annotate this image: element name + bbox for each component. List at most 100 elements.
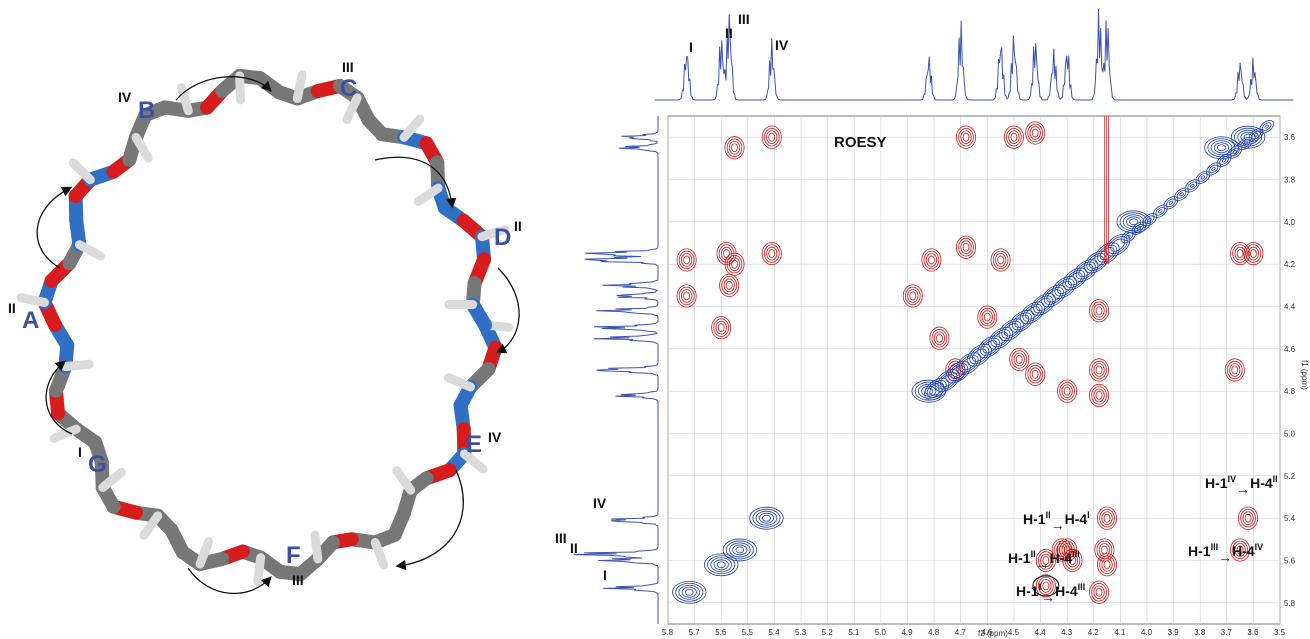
annotation-4: H-1IV→H-4II	[1205, 474, 1278, 497]
diagonal-contour	[1155, 206, 1166, 216]
negative-peak-contour	[722, 538, 758, 562]
diagonal-contour	[1097, 244, 1118, 263]
left-1d-spectrum	[573, 116, 659, 624]
diagonal-contour	[1075, 261, 1096, 280]
diagonal-contour	[977, 335, 1003, 358]
diagonal-contour	[1003, 323, 1019, 337]
spectrum-title: ROESY	[834, 134, 887, 151]
top-peak-label-iii: III	[738, 11, 750, 27]
positive-peak-contour	[1234, 543, 1246, 557]
diagonal-contour	[1107, 236, 1128, 255]
positive-peak-contour	[1093, 585, 1105, 600]
hydrogen-bond	[131, 132, 153, 163]
hydrogen-bond	[253, 553, 266, 587]
hydrogen-bond	[477, 225, 510, 242]
positive-peak-contour	[683, 291, 691, 301]
f2-tick: 4.4	[1035, 628, 1047, 637]
positive-peak-contour	[718, 244, 735, 263]
f2-tick: 4.1	[1114, 628, 1126, 637]
negative-peak-contour	[681, 586, 697, 598]
positive-peak-contour	[907, 289, 919, 303]
diagonal-contour	[1009, 310, 1035, 333]
roe-arrow	[36, 186, 73, 269]
f2-tick: 5.6	[715, 628, 727, 637]
diagonal-contour	[1179, 192, 1184, 197]
negative-peak-contour	[675, 582, 704, 602]
positive-peak-contour	[1040, 553, 1052, 568]
diagonal-contour	[1001, 320, 1022, 339]
f2-tick: 3.7	[1221, 628, 1233, 637]
positive-peak-contour	[1042, 581, 1050, 591]
ring-roman-e: IV	[488, 429, 502, 445]
positive-peak-contour	[728, 140, 741, 155]
positive-peak-contour	[1061, 384, 1073, 398]
positive-peak-contour	[933, 331, 946, 346]
f2-tick: 4.7	[955, 628, 967, 637]
positive-peak-contour	[958, 127, 974, 147]
diagonal-contour	[1011, 312, 1032, 331]
f1-tick: 4.8	[1284, 387, 1296, 396]
positive-peak-contour	[904, 286, 921, 306]
positive-peak-contour	[947, 360, 964, 380]
negative-peak-contour	[732, 544, 748, 556]
diagonal-contour	[945, 360, 971, 384]
hydrogen-bond	[74, 240, 106, 261]
hydrogen-bond	[195, 537, 214, 569]
diagonal-contour	[979, 337, 1000, 356]
negative-peak-contour	[716, 561, 726, 569]
positive-peak-contour	[1006, 127, 1022, 147]
positive-peak-contour	[683, 255, 691, 265]
hydrogen-bond	[399, 114, 425, 142]
negative-peak-contour	[1207, 138, 1236, 158]
positive-peak-contour	[958, 238, 974, 257]
negative-peak-contour	[917, 383, 940, 399]
f2-tick: 5.0	[875, 628, 887, 637]
f2-tick: 4.8	[928, 628, 940, 637]
diagonal-contour	[1025, 306, 1040, 320]
positive-peak-contour	[1038, 576, 1054, 596]
positive-peak-contour	[921, 248, 942, 272]
positive-peak-contour	[1008, 130, 1020, 144]
hydrogen-bond	[459, 449, 488, 474]
top-peak-label-i: I	[689, 39, 693, 55]
positive-peak-contour	[1244, 513, 1252, 523]
positive-peak-contour	[1009, 347, 1030, 372]
positive-peak-contour	[1015, 355, 1023, 364]
f1-tick: 5.0	[1284, 430, 1296, 439]
negative-peak-contour	[1122, 214, 1145, 230]
positive-peak-contour	[929, 326, 950, 350]
ring-label-d: D	[494, 224, 511, 251]
positive-peak-contour	[1029, 126, 1041, 140]
diagonal-contour	[1152, 204, 1168, 218]
diagonal-contour	[982, 340, 998, 354]
diagonal-contour	[958, 354, 979, 373]
positive-peak-contour	[731, 259, 738, 269]
diagonal-contour	[1184, 179, 1200, 193]
diagonal-contour	[1163, 196, 1179, 210]
diagonal-contour	[1200, 175, 1205, 180]
diagonal-contour	[988, 326, 1014, 350]
positive-peak-contour	[1029, 367, 1041, 382]
positive-peak-contour	[1103, 513, 1111, 523]
f1-tick: 3.6	[1284, 133, 1296, 142]
hydrogen-bond	[235, 71, 246, 105]
positive-peak-contour	[1057, 379, 1078, 403]
f1-tick: 5.2	[1284, 472, 1296, 481]
diagonal-contour	[956, 352, 982, 375]
positive-peak-contour	[1011, 350, 1028, 369]
hydrogen-bond	[98, 467, 126, 493]
positive-peak-contour	[960, 240, 972, 255]
cross-peak-annotations: H-1II→H-4I H-1II→H-4III H-1I→H-4III H-1IV→H…	[1008, 474, 1278, 605]
positive-peak-contour	[678, 286, 695, 306]
positive-peak-contour	[719, 273, 740, 297]
diagonal-contour	[1067, 272, 1083, 286]
diagonal-contour	[1144, 215, 1155, 224]
positive-peak-contour	[960, 130, 972, 144]
diagonal-contour	[1261, 122, 1272, 131]
positive-peak-contour	[1243, 241, 1264, 266]
positive-peak-contour	[1101, 511, 1113, 525]
positive-peak-contour	[1094, 538, 1115, 562]
f1-tick: 4.6	[1284, 345, 1296, 354]
positive-peak-contour	[676, 284, 697, 308]
positive-peak-contour	[1091, 386, 1107, 405]
